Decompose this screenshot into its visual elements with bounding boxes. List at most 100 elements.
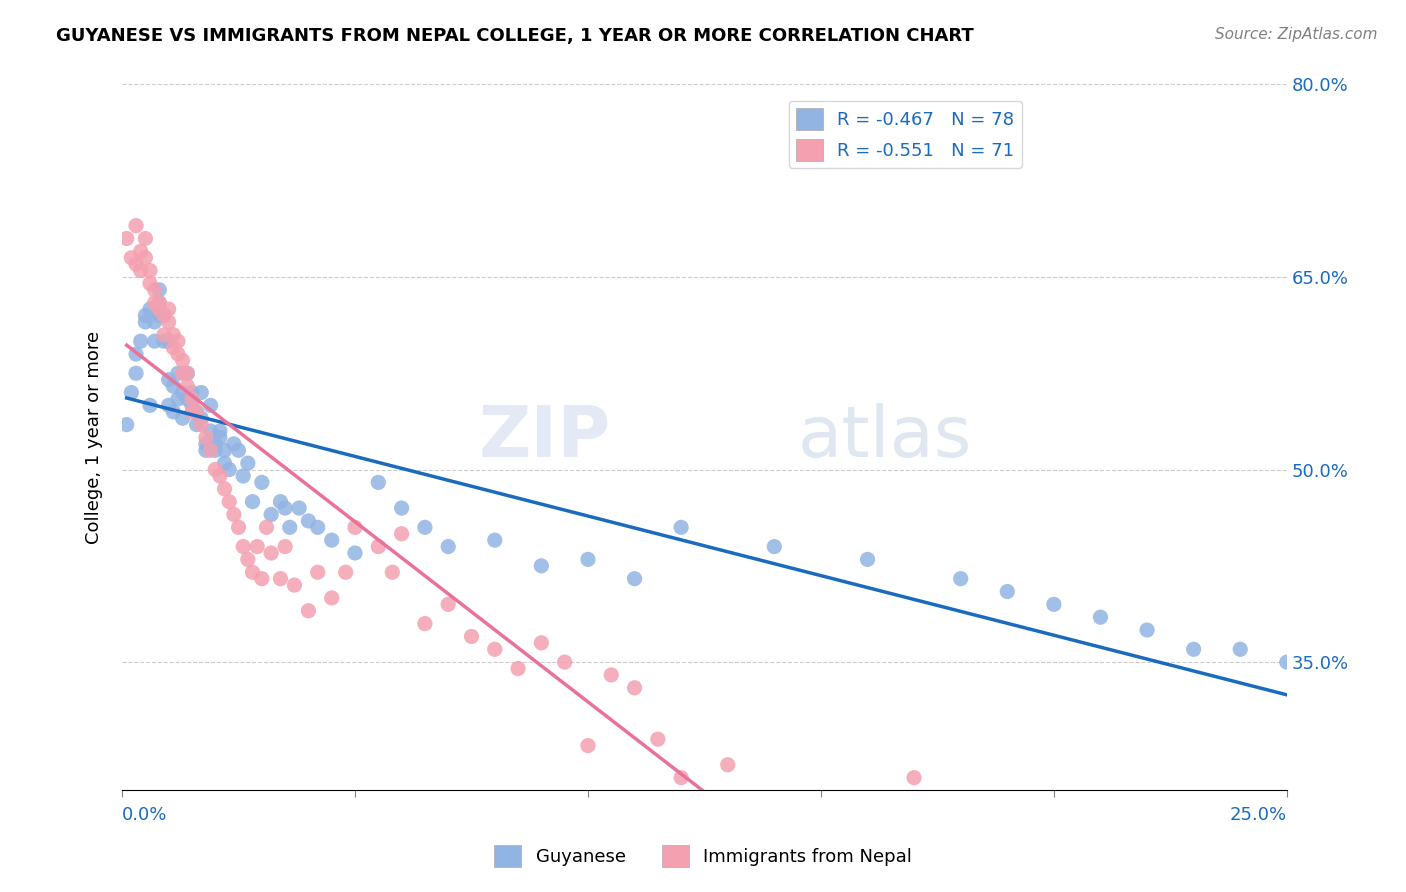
Point [148, 295, 170, 310]
Point [228, 443, 250, 458]
Point [1182, 642, 1205, 657]
Point [139, 302, 162, 317]
Point [1136, 623, 1159, 637]
Point [391, 501, 413, 516]
Point [484, 533, 506, 548]
Point [343, 546, 366, 560]
Point [162, 379, 184, 393]
Point [115, 417, 138, 432]
Point [134, 231, 156, 245]
Point [222, 508, 245, 522]
Point [437, 540, 460, 554]
Point [623, 681, 645, 695]
Point [194, 443, 217, 458]
Point [176, 366, 198, 380]
Point [214, 482, 236, 496]
Y-axis label: College, 1 year or more: College, 1 year or more [86, 331, 103, 544]
Point [157, 373, 180, 387]
Point [134, 309, 156, 323]
Point [335, 566, 357, 580]
Point [367, 475, 389, 490]
Point [1043, 598, 1066, 612]
Point [162, 405, 184, 419]
Point [297, 604, 319, 618]
Point [172, 366, 194, 380]
Point [269, 494, 291, 508]
Point [204, 443, 226, 458]
Point [153, 334, 176, 348]
Point [236, 456, 259, 470]
Point [250, 475, 273, 490]
Point [269, 572, 291, 586]
Point [246, 540, 269, 554]
Point [218, 494, 240, 508]
Point [274, 501, 297, 516]
Point [307, 520, 329, 534]
Point [949, 572, 972, 586]
Point [194, 430, 217, 444]
Point [576, 739, 599, 753]
Point [260, 546, 283, 560]
Point [204, 462, 226, 476]
Point [148, 283, 170, 297]
Point [530, 558, 553, 573]
Point [176, 379, 198, 393]
Point [181, 392, 204, 406]
Point [186, 405, 208, 419]
Point [190, 385, 212, 400]
Point [153, 309, 176, 323]
Point [143, 315, 166, 329]
Point [208, 469, 231, 483]
Point [167, 392, 190, 406]
Point [218, 462, 240, 476]
Point [129, 263, 152, 277]
Point [856, 552, 879, 566]
Point [120, 251, 142, 265]
Point [200, 443, 222, 458]
Point [903, 771, 925, 785]
Point [153, 327, 176, 342]
Point [120, 385, 142, 400]
Legend: R = -0.467   N = 78, R = -0.551   N = 71: R = -0.467 N = 78, R = -0.551 N = 71 [789, 101, 1022, 168]
Point [506, 661, 529, 675]
Point [139, 277, 162, 291]
Point [623, 572, 645, 586]
Text: 0.0%: 0.0% [122, 805, 167, 824]
Text: Source: ZipAtlas.com: Source: ZipAtlas.com [1215, 27, 1378, 42]
Point [157, 302, 180, 317]
Point [600, 668, 623, 682]
Point [214, 443, 236, 458]
Point [1229, 642, 1251, 657]
Point [381, 566, 404, 580]
Point [157, 334, 180, 348]
Point [194, 437, 217, 451]
Point [222, 437, 245, 451]
Point [157, 398, 180, 412]
Point [236, 552, 259, 566]
Point [153, 309, 176, 323]
Point [283, 578, 305, 592]
Point [717, 757, 740, 772]
Point [125, 366, 148, 380]
Point [162, 341, 184, 355]
Point [278, 520, 301, 534]
Point [995, 584, 1018, 599]
Point [176, 366, 198, 380]
Legend: Guyanese, Immigrants from Nepal: Guyanese, Immigrants from Nepal [486, 838, 920, 874]
Point [148, 309, 170, 323]
Point [437, 598, 460, 612]
Point [190, 417, 212, 432]
Point [143, 295, 166, 310]
Point [167, 334, 190, 348]
Point [200, 398, 222, 412]
Point [157, 315, 180, 329]
Point [139, 398, 162, 412]
Point [413, 616, 436, 631]
Point [181, 405, 204, 419]
Point [134, 251, 156, 265]
Text: 25.0%: 25.0% [1230, 805, 1286, 824]
Text: ZIP: ZIP [479, 403, 612, 472]
Point [190, 411, 212, 425]
Point [172, 385, 194, 400]
Point [208, 424, 231, 438]
